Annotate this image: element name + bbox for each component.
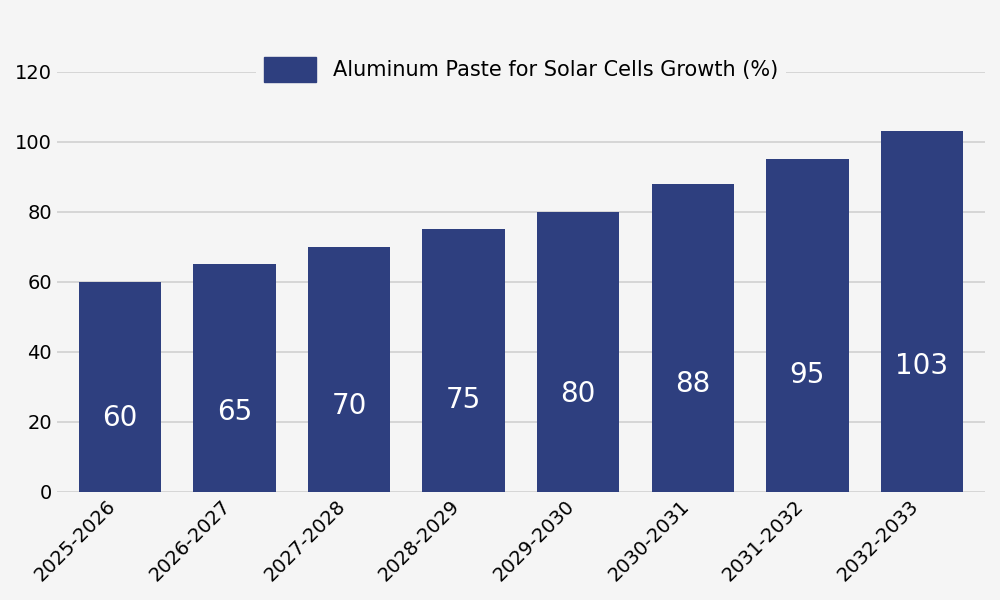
Bar (79, 281, 161, 492)
Legend: Aluminum Paste for Solar Cells Growth (%): Aluminum Paste for Solar Cells Growth (%… (256, 49, 786, 91)
Text: 65: 65 (217, 398, 252, 426)
Text: 75: 75 (446, 386, 481, 414)
Text: 95: 95 (790, 361, 825, 389)
Bar (881, 131, 963, 492)
Text: 103: 103 (895, 352, 949, 380)
Bar (193, 264, 276, 492)
Text: 88: 88 (675, 370, 710, 398)
Text: 70: 70 (331, 392, 367, 420)
Bar (422, 229, 505, 492)
Text: 80: 80 (561, 380, 596, 408)
Bar (652, 184, 734, 492)
Bar (766, 159, 849, 492)
Bar (308, 247, 390, 492)
Text: 60: 60 (102, 404, 138, 432)
Bar (537, 212, 619, 492)
